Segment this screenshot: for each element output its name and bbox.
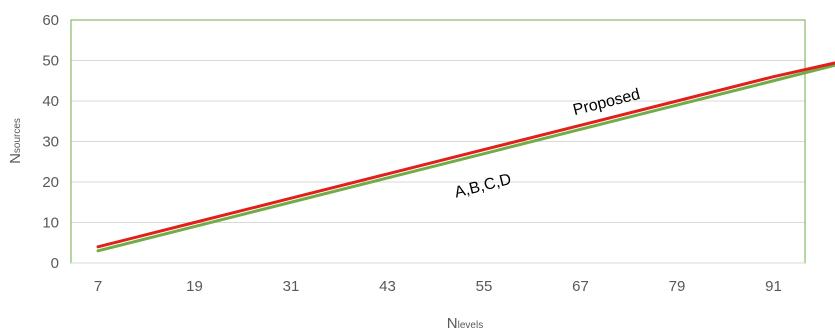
x-tick-label: 31	[283, 278, 300, 295]
y-tick-label: 50	[42, 53, 59, 70]
series-line-0	[96, 63, 835, 253]
y-tick-label: 30	[42, 134, 59, 151]
annotation-label: A,B,C,D	[453, 171, 513, 202]
x-tick-label: 19	[186, 278, 203, 295]
x-tick-label: 79	[669, 278, 686, 295]
x-tick-label: 91	[765, 278, 782, 295]
y-tick-labels: 0 10 20 30 40 50 60	[42, 12, 59, 272]
annotation-label: Proposed	[571, 86, 642, 119]
x-tick-label: 55	[476, 278, 493, 295]
x-tick-label: 43	[379, 278, 396, 295]
annotations: Proposed A,B,C,D	[453, 86, 642, 202]
y-axis-title: Nsources	[7, 118, 24, 164]
series-lines	[96, 61, 835, 253]
x-axis-title-sub: levels	[458, 320, 484, 331]
y-tick-label: 20	[42, 174, 59, 191]
y-tick-label: 0	[51, 255, 59, 272]
x-tick-labels: 7 19 31 43 55 67 79 91	[94, 278, 782, 295]
y-tick-label: 40	[42, 93, 59, 110]
y-axis-title-sub: sources	[12, 118, 23, 153]
x-axis-title-main: N	[447, 315, 458, 332]
x-axis-title: Nlevels	[447, 315, 483, 332]
x-tick-label: 67	[572, 278, 589, 295]
y-tick-label: 60	[42, 12, 59, 29]
y-axis-title-main: N	[7, 153, 24, 164]
x-tick-label: 7	[94, 278, 102, 295]
series-line-1	[96, 61, 835, 249]
y-tick-label: 10	[42, 215, 59, 232]
